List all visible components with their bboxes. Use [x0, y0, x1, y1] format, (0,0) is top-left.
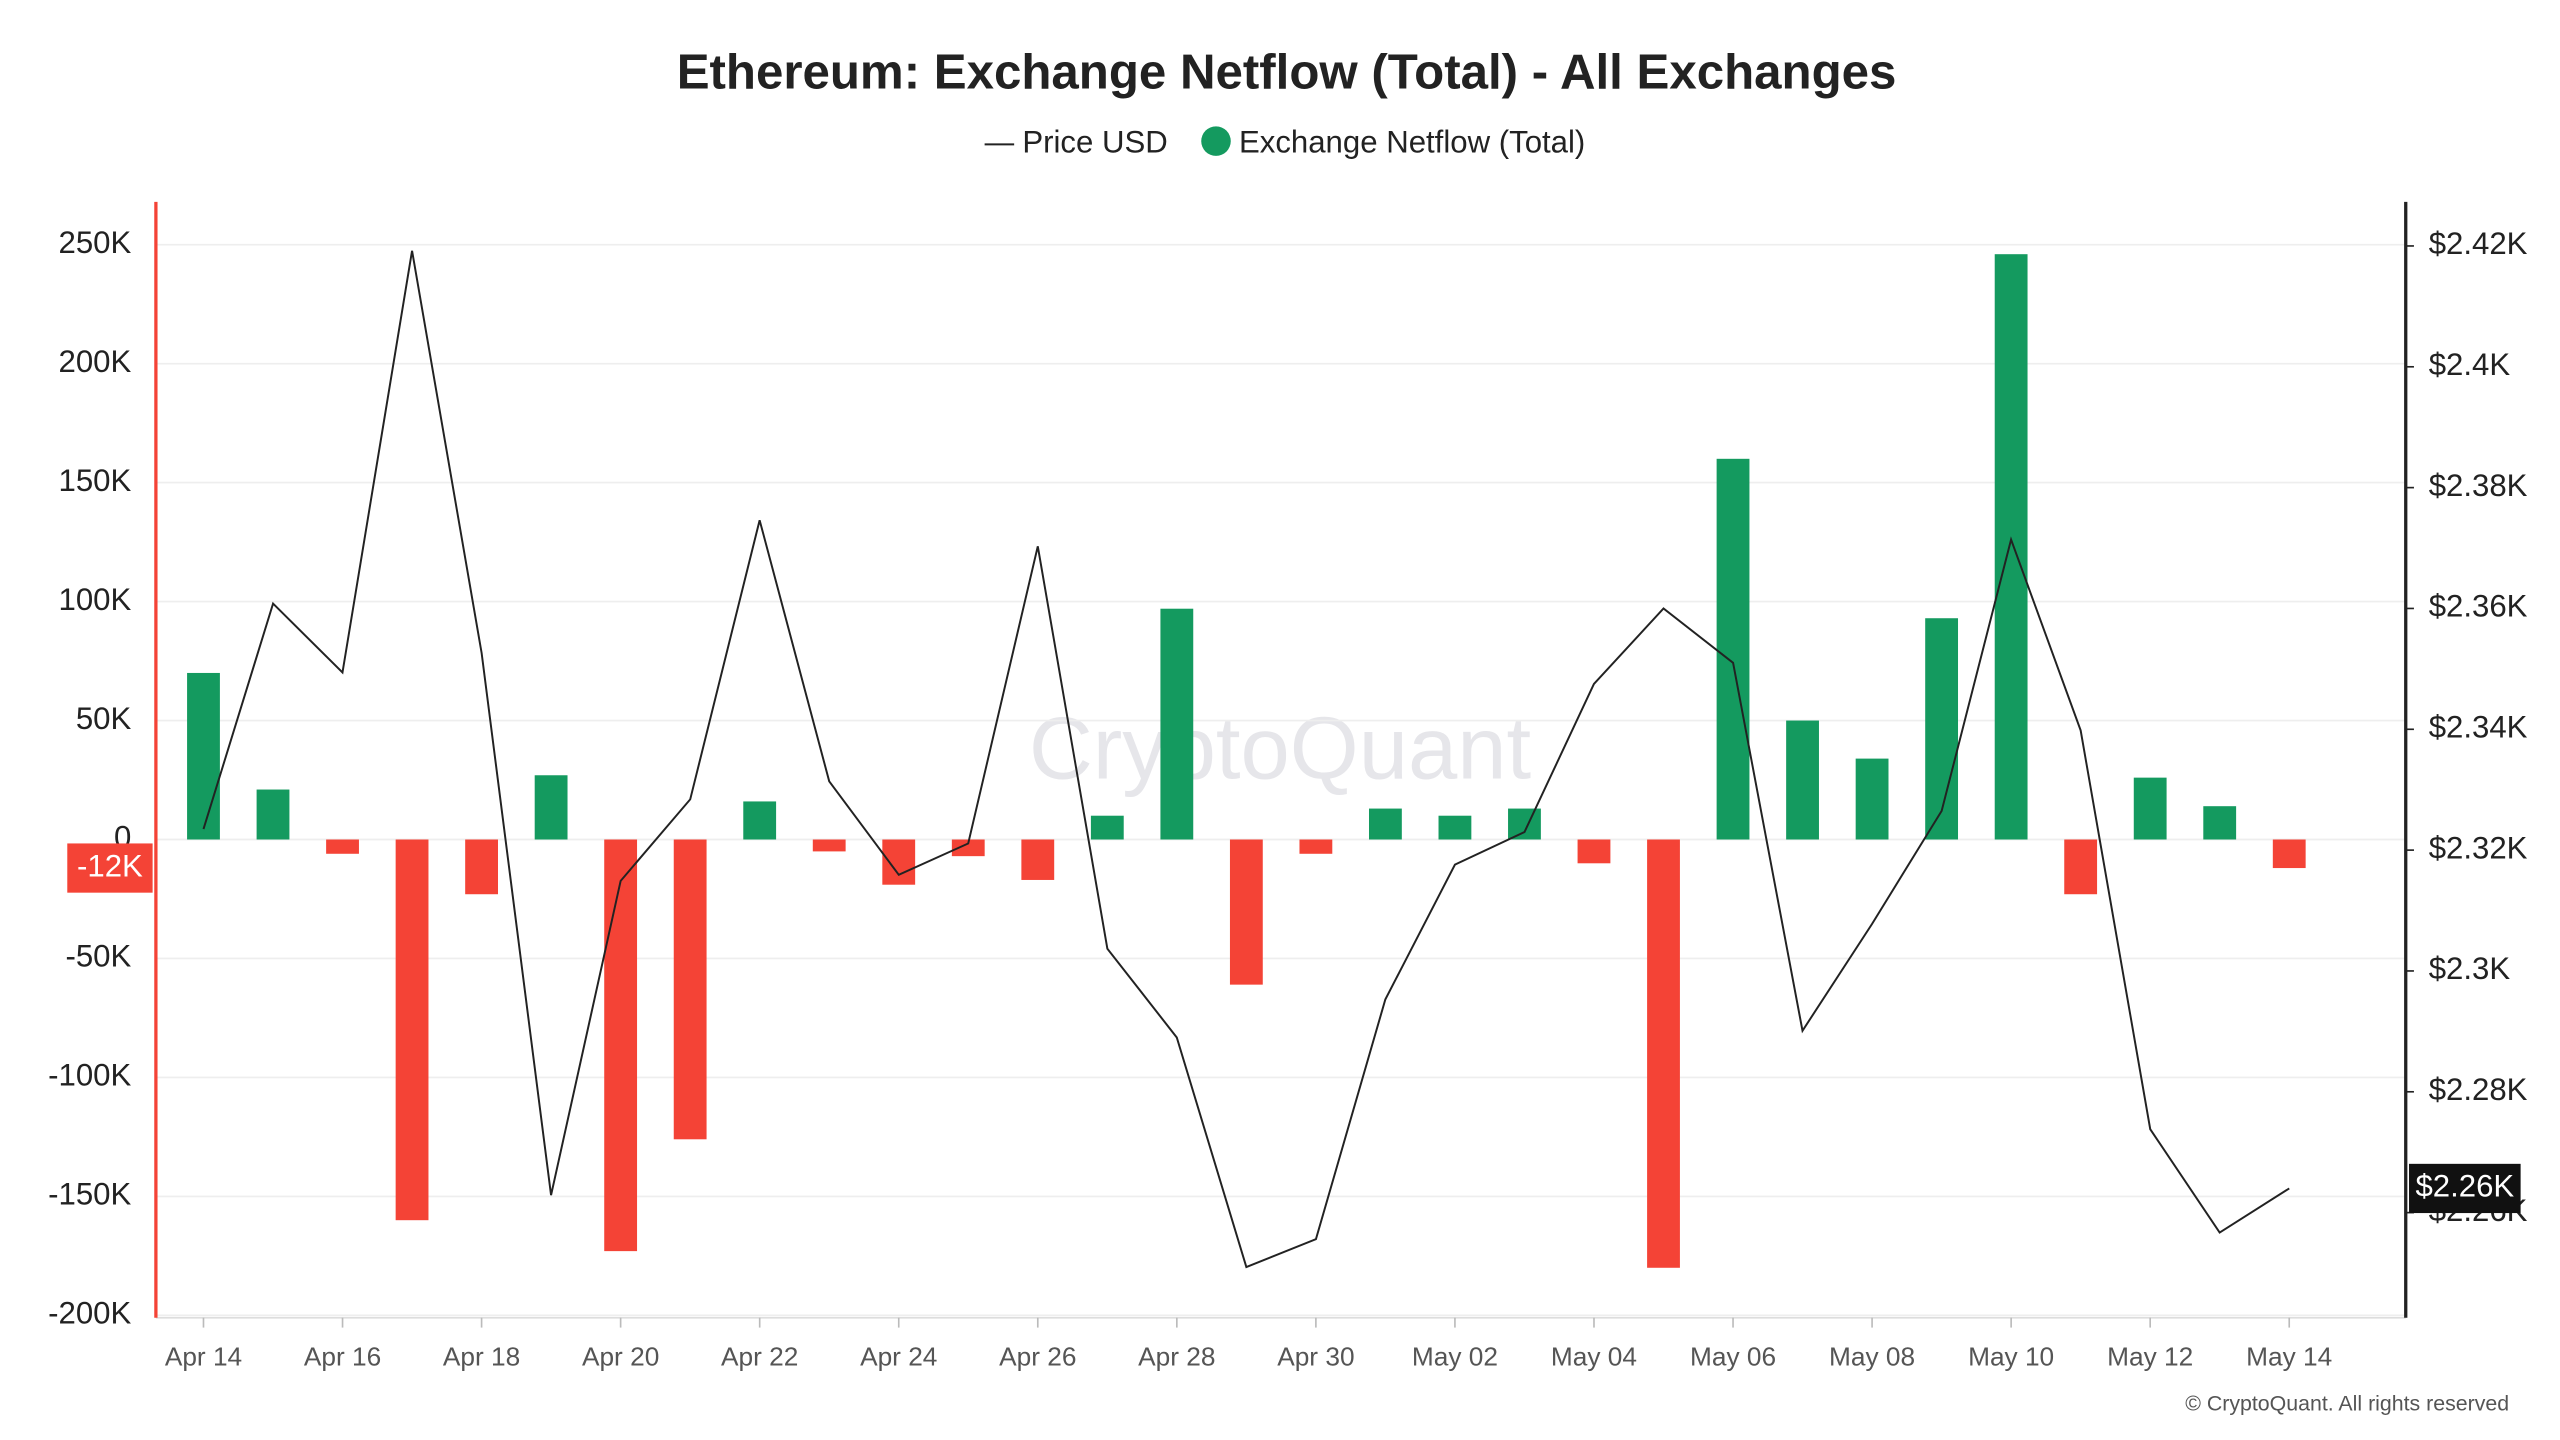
- bar: [1925, 618, 1959, 840]
- y2-tick-label: $2.28K: [2429, 1072, 2528, 1107]
- x-tick-label: May 06: [1690, 1342, 1776, 1372]
- bar: [2203, 806, 2237, 840]
- x-tick-label: May 08: [1829, 1342, 1915, 1372]
- bar: [1855, 758, 1889, 840]
- x-tick-label: May 10: [1968, 1342, 2054, 1372]
- bar: [187, 672, 220, 840]
- y-tick-label: -200K: [48, 1296, 131, 1331]
- x-tick-label: Apr 18: [443, 1342, 520, 1372]
- y-tick-label: 50K: [76, 701, 132, 736]
- x-tick-label: May 14: [2246, 1342, 2332, 1372]
- bar: [1021, 839, 1055, 880]
- x-tick-label: Apr 26: [999, 1342, 1076, 1372]
- bar: [2133, 777, 2167, 840]
- x-tick-label: Apr 28: [1138, 1342, 1215, 1372]
- bar: [1299, 839, 1333, 854]
- bar: [1090, 815, 1124, 840]
- bar: [534, 775, 568, 840]
- x-tick-label: Apr 14: [165, 1342, 242, 1372]
- footer: © CryptoQuant. All rights reserved: [2185, 1391, 2509, 1415]
- netflow-badge: [67, 843, 153, 893]
- bar: [395, 839, 429, 1221]
- y2-tick-label: $2.4K: [2429, 347, 2511, 382]
- x-tick-label: May 12: [2107, 1342, 2193, 1372]
- x-tick-label: Apr 24: [860, 1342, 937, 1372]
- legend-label: Price USD: [1022, 125, 1167, 160]
- bar: [1577, 839, 1611, 864]
- bar: [1368, 808, 1402, 840]
- bar: [1160, 608, 1194, 840]
- bar: [673, 839, 707, 1140]
- bar: [1438, 815, 1472, 840]
- y2-tick-label: $2.42K: [2429, 226, 2528, 261]
- y-tick-label: 200K: [59, 344, 132, 379]
- bar: [326, 839, 359, 854]
- y-tick-label: -150K: [48, 1177, 131, 1212]
- y2-tick-label: $2.38K: [2429, 468, 2528, 503]
- y2-tick-label: $2.3K: [2429, 951, 2511, 986]
- x-tick-label: May 02: [1412, 1342, 1498, 1372]
- bar: [1786, 720, 1819, 840]
- price-line: [202, 250, 2290, 1269]
- bar: [882, 839, 916, 885]
- netflow-badge-label: -12K: [77, 848, 143, 883]
- x-tick-label: Apr 16: [304, 1342, 381, 1372]
- legend-label: Exchange Netflow (Total): [1239, 125, 1585, 160]
- bar: [465, 839, 498, 895]
- chart-title: Ethereum: Exchange Netflow (Total) - All…: [677, 44, 1897, 99]
- y-tick-label: 100K: [59, 582, 132, 617]
- price-badge: [2409, 1163, 2521, 1214]
- bar: [951, 839, 985, 857]
- bar: [1716, 458, 1750, 840]
- bar: [1229, 839, 1263, 985]
- bar: [743, 801, 777, 840]
- price-badge-label: $2.26K: [2415, 1169, 2514, 1204]
- y2-tick-label: $2.36K: [2429, 589, 2528, 624]
- x-tick-label: Apr 22: [721, 1342, 798, 1372]
- bar: [2272, 839, 2306, 869]
- bar: [256, 789, 290, 840]
- bar: [604, 839, 638, 1252]
- y-tick-label: -50K: [65, 939, 131, 974]
- y-tick-label: -100K: [48, 1058, 131, 1093]
- bar: [1994, 254, 2028, 840]
- bar: [1647, 839, 1680, 1268]
- legend-dot-symbol: [1201, 126, 1231, 156]
- x-tick-label: Apr 20: [582, 1342, 659, 1372]
- bar: [2064, 839, 2098, 895]
- x-tick-label: Apr 30: [1277, 1342, 1354, 1372]
- bar: [812, 839, 846, 852]
- x-tick-label: May 04: [1551, 1342, 1637, 1372]
- watermark: CryptoQuant: [1029, 698, 1531, 797]
- bar: [1508, 808, 1541, 840]
- y2-tick-label: $2.32K: [2429, 830, 2528, 865]
- y-tick-label: 150K: [59, 463, 132, 498]
- y2-tick-label: $2.34K: [2429, 710, 2528, 745]
- y-tick-label: 250K: [59, 225, 132, 260]
